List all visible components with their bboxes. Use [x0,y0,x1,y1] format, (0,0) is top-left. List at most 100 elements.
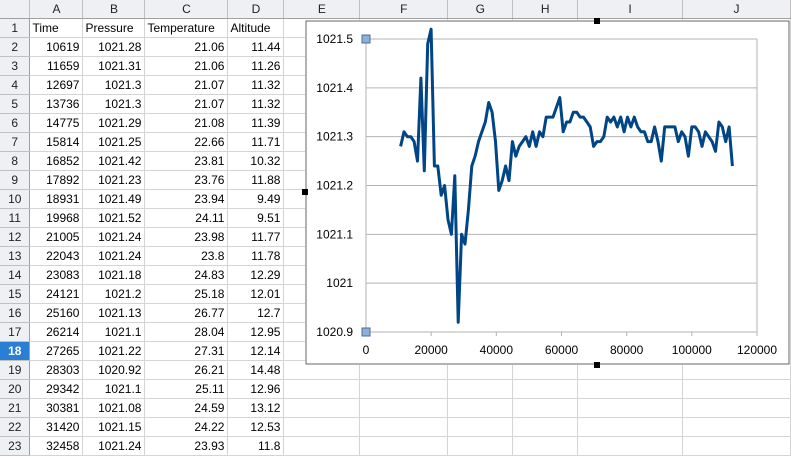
header-cell-temperature[interactable]: Temperature [144,18,229,38]
altitude-cell[interactable]: 10.32 [227,151,285,171]
temperature-cell[interactable]: 21.06 [144,56,229,76]
row-header[interactable]: 9 [0,170,31,190]
time-cell[interactable]: 15814 [29,132,84,152]
temperature-cell[interactable]: 25.11 [144,379,229,399]
time-cell[interactable]: 28303 [29,360,84,380]
cell[interactable] [512,436,579,456]
row-header[interactable]: 23 [0,436,31,456]
row-header[interactable]: 6 [0,113,31,133]
cell[interactable] [577,360,684,380]
pressure-cell[interactable]: 1021.2 [82,284,146,304]
cell[interactable] [682,360,791,380]
row-header[interactable]: 20 [0,379,31,399]
temperature-cell[interactable]: 25.18 [144,284,229,304]
pressure-cell[interactable]: 1020.92 [82,360,146,380]
cell[interactable] [447,398,514,418]
temperature-cell[interactable]: 24.22 [144,417,229,437]
temperature-cell[interactable]: 23.76 [144,170,229,190]
pressure-cell[interactable]: 1021.28 [82,37,146,57]
column-header-f[interactable]: F [359,0,449,19]
altitude-cell[interactable]: 11.8 [227,436,285,456]
time-cell[interactable]: 21005 [29,227,84,247]
column-header-h[interactable]: H [512,0,579,19]
altitude-cell[interactable]: 12.95 [227,322,285,342]
time-cell[interactable]: 30381 [29,398,84,418]
cell[interactable] [447,379,514,399]
row-header[interactable]: 13 [0,246,31,266]
row-header[interactable]: 14 [0,265,31,285]
time-cell[interactable]: 26214 [29,322,84,342]
cell[interactable] [447,436,514,456]
column-header-b[interactable]: B [82,0,146,19]
time-cell[interactable]: 18931 [29,189,84,209]
temperature-cell[interactable]: 24.59 [144,398,229,418]
cell[interactable] [283,417,361,437]
temperature-cell[interactable]: 24.83 [144,265,229,285]
cell[interactable] [359,360,449,380]
cell[interactable] [283,398,361,418]
pressure-cell[interactable]: 1021.15 [82,417,146,437]
row-header[interactable]: 21 [0,398,31,418]
altitude-cell[interactable]: 9.49 [227,189,285,209]
altitude-cell[interactable]: 11.32 [227,94,285,114]
pressure-cell[interactable]: 1021.29 [82,113,146,133]
cell[interactable] [359,379,449,399]
cell[interactable] [577,398,684,418]
altitude-cell[interactable]: 12.29 [227,265,285,285]
time-cell[interactable]: 12697 [29,75,84,95]
temperature-cell[interactable]: 23.81 [144,151,229,171]
altitude-cell[interactable]: 11.71 [227,132,285,152]
column-header-j[interactable]: J [682,0,791,19]
row-header[interactable]: 7 [0,132,31,152]
temperature-cell[interactable]: 23.94 [144,189,229,209]
time-cell[interactable]: 10619 [29,37,84,57]
temperature-cell[interactable]: 21.06 [144,37,229,57]
resize-handle-bottom[interactable] [594,362,600,368]
column-header-i[interactable]: I [577,0,684,19]
pressure-cell[interactable]: 1021.1 [82,322,146,342]
altitude-cell[interactable]: 11.26 [227,56,285,76]
resize-handle-left[interactable] [302,189,308,195]
time-cell[interactable]: 31420 [29,417,84,437]
column-header-a[interactable]: A [29,0,84,19]
pressure-cell[interactable]: 1021.08 [82,398,146,418]
altitude-cell[interactable]: 14.48 [227,360,285,380]
time-cell[interactable]: 29342 [29,379,84,399]
time-cell[interactable]: 24121 [29,284,84,304]
pressure-cell[interactable]: 1021.49 [82,189,146,209]
row-header[interactable]: 12 [0,227,31,247]
time-cell[interactable]: 25160 [29,303,84,323]
pressure-cell[interactable]: 1021.13 [82,303,146,323]
row-header[interactable]: 3 [0,56,31,76]
row-header[interactable]: 2 [0,37,31,57]
time-cell[interactable]: 27265 [29,341,84,361]
cell[interactable] [359,398,449,418]
cell[interactable] [283,360,361,380]
temperature-cell[interactable]: 26.77 [144,303,229,323]
column-header-e[interactable]: E [283,0,361,19]
pressure-cell[interactable]: 1021.52 [82,208,146,228]
row-header[interactable]: 1 [0,18,31,38]
time-cell[interactable]: 17892 [29,170,84,190]
cell[interactable] [447,417,514,437]
temperature-cell[interactable]: 21.07 [144,75,229,95]
altitude-cell[interactable]: 12.7 [227,303,285,323]
temperature-cell[interactable]: 23.98 [144,227,229,247]
time-cell[interactable]: 19968 [29,208,84,228]
altitude-cell[interactable]: 13.12 [227,398,285,418]
row-header[interactable]: 18 [0,341,31,361]
temperature-cell[interactable]: 28.04 [144,322,229,342]
pressure-cell[interactable]: 1021.42 [82,151,146,171]
cell[interactable] [682,417,791,437]
select-all-corner[interactable] [0,0,31,19]
pressure-cell[interactable]: 1021.18 [82,265,146,285]
row-header[interactable]: 16 [0,303,31,323]
altitude-cell[interactable]: 11.32 [227,75,285,95]
pressure-cell[interactable]: 1021.31 [82,56,146,76]
cell[interactable] [359,417,449,437]
cell[interactable] [682,379,791,399]
cell[interactable] [577,379,684,399]
altitude-cell[interactable]: 11.44 [227,37,285,57]
row-header[interactable]: 8 [0,151,31,171]
column-header-d[interactable]: D [227,0,285,19]
